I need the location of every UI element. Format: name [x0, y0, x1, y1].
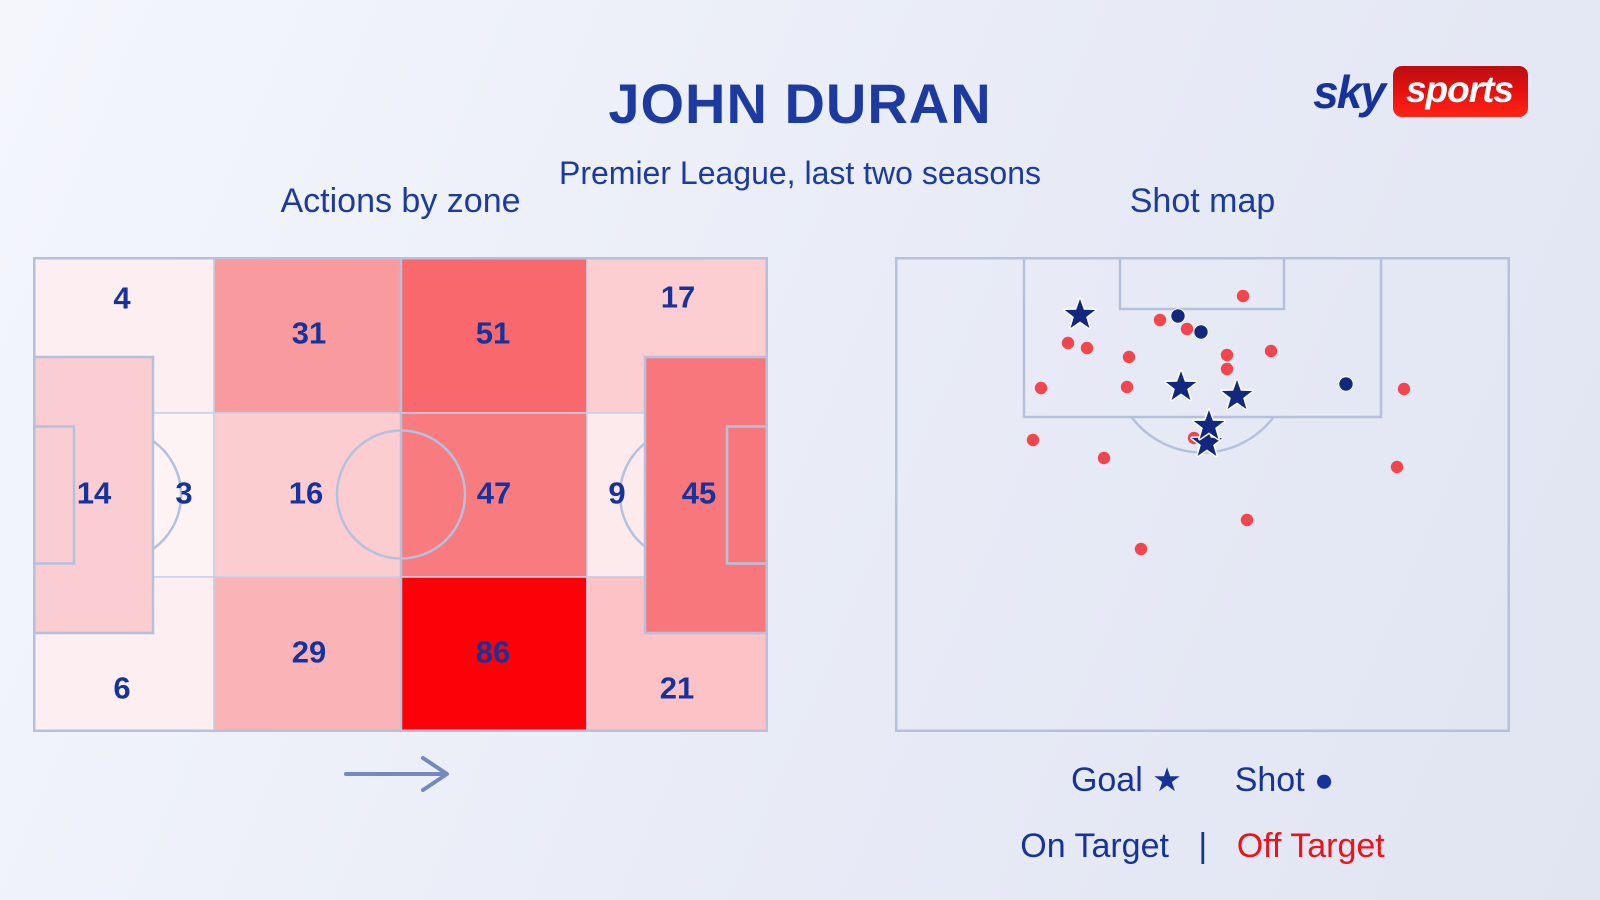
- actions-by-zone-heatmap: 4 31 51 17 3 16 47 9 6 29 86 21 14 45: [33, 257, 768, 732]
- zone-45: [644, 356, 768, 634]
- sports-logo-badge: sports: [1392, 66, 1528, 117]
- shot-off-target-dot: [1153, 313, 1167, 327]
- shot-off-target-dot: [1220, 348, 1234, 362]
- shot-off-target-dot: [1120, 380, 1134, 394]
- penalty-area-line: [1022, 257, 1383, 419]
- shot-map-pitch: [895, 257, 1510, 732]
- attack-direction-arrow-icon: [344, 756, 449, 792]
- shot-off-target-dot: [1220, 362, 1234, 376]
- goal-star-icon: ★: [1152, 761, 1182, 798]
- shot-map-legend-target: On Target | Off Target: [895, 826, 1510, 867]
- right-penalty-area-line: [643, 355, 768, 635]
- shot-off-target-dot: [1236, 289, 1250, 303]
- sky-sports-logo: sky sports: [1313, 66, 1528, 117]
- zone-29: [213, 576, 402, 732]
- legend-shot-label: Shot: [1234, 761, 1305, 799]
- zone-value-label: 29: [292, 635, 326, 670]
- legend-on-target-label: On Target: [1020, 827, 1169, 865]
- shot-off-target-dot: [1061, 336, 1075, 350]
- shot-pitch-outline: [895, 257, 1510, 732]
- zone-labels-layer: 4 31 51 17 3 16 47 9 6 29 86 21 14 45: [77, 280, 716, 706]
- right-goal-area-line: [725, 425, 768, 565]
- shot-dots-layer: [1026, 289, 1411, 556]
- zone-value-label: 6: [113, 671, 130, 706]
- left-penalty-area-line: [33, 355, 155, 635]
- sky-logo-text: sky: [1313, 65, 1386, 118]
- shot-off-target-dot: [1122, 350, 1136, 364]
- zone-value-label: 45: [682, 476, 716, 511]
- zone-pitch-markings: [33, 257, 768, 732]
- shot-off-target-dot: [1180, 322, 1194, 336]
- legend-goal-label: Goal: [1070, 761, 1143, 799]
- zone-14: [33, 356, 154, 634]
- shot-off-target-dot: [1134, 542, 1148, 556]
- zone-value-label: 21: [660, 671, 694, 706]
- shot-on-target-dot: [1170, 308, 1186, 324]
- zone-value-label: 4: [113, 281, 131, 316]
- zone-value-label: 14: [77, 476, 112, 511]
- goal-star: [1063, 297, 1097, 330]
- shot-map-legend-symbols: Goal ★ Shot ●: [895, 760, 1510, 801]
- zone-value-label: 86: [476, 635, 510, 670]
- page-subtitle: Premier League, last two seasons: [558, 155, 1042, 191]
- left-goal-area-line: [33, 425, 76, 565]
- zone-value-label: 9: [608, 476, 625, 511]
- zone-86: [400, 576, 588, 732]
- zone-value-label: 17: [661, 280, 695, 315]
- actions-by-zone-title: Actions by zone: [280, 182, 521, 220]
- goal-star: [1164, 369, 1198, 402]
- shot-off-target-dot: [1026, 433, 1040, 447]
- shot-off-target-dot: [1240, 513, 1254, 527]
- left-penalty-arc: [152, 439, 183, 551]
- zone-value-label: 16: [289, 476, 323, 511]
- goal-star: [1220, 378, 1254, 411]
- zone-value-label: 51: [476, 316, 510, 351]
- shot-off-target-dot: [1264, 344, 1278, 358]
- shot-map-title: Shot map: [1129, 182, 1276, 220]
- legend-off-target-label: Off Target: [1236, 827, 1385, 865]
- centre-circle: [335, 429, 467, 560]
- shot-off-target-dot: [1080, 341, 1094, 355]
- zone-value-label: 3: [175, 476, 192, 511]
- shot-off-target-dot: [1034, 381, 1048, 395]
- shot-on-target-dot: [1193, 324, 1209, 340]
- page-title: JOHN DURAN: [608, 71, 992, 135]
- legend-separator: |: [1198, 827, 1208, 865]
- six-yard-box-line: [1118, 257, 1286, 311]
- shot-on-target-dot: [1338, 376, 1354, 392]
- shot-off-target-dot: [1397, 382, 1411, 396]
- zone-value-label: 47: [477, 476, 511, 511]
- shot-off-target-dot: [1390, 460, 1404, 474]
- right-penalty-arc: [618, 442, 646, 548]
- zone-value-label: 31: [292, 316, 326, 351]
- shot-off-target-dot: [1097, 451, 1111, 465]
- shot-dot-icon: ●: [1314, 761, 1335, 798]
